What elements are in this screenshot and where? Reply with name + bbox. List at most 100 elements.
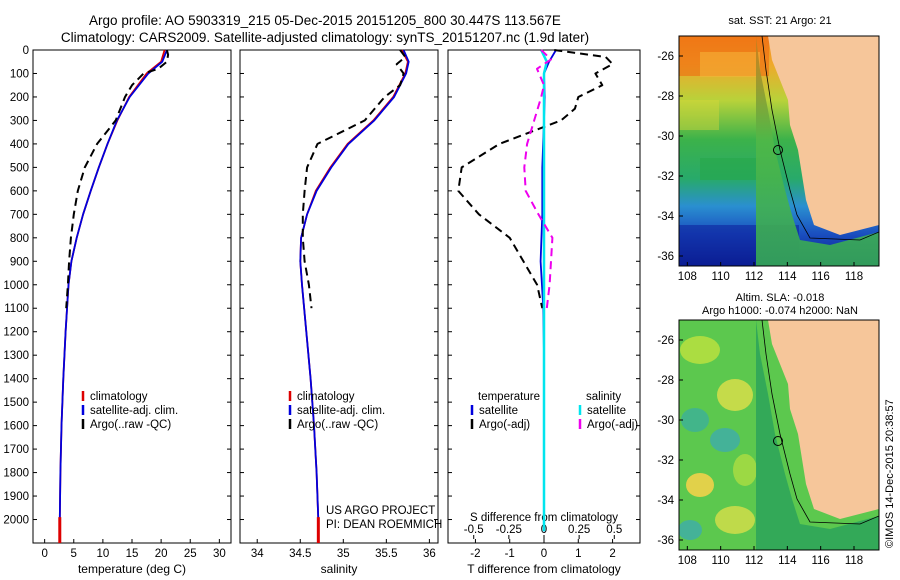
map-y-tick-label: -28	[657, 375, 674, 387]
y-tick-label: 100	[10, 68, 29, 80]
map-y-tick-label: -36	[657, 251, 674, 263]
credit-line2: PI: DEAN ROEMMICH	[326, 519, 442, 531]
map-y-tick-label: -26	[657, 335, 674, 347]
map-x-tick-label: 110	[711, 271, 729, 283]
x-tick-label: 10	[96, 548, 109, 560]
sla-map-ticks: 108 110 112 114 116 118 -26 -28 -30 -32 -34 -36	[657, 335, 863, 567]
y-tick-label: 700	[10, 209, 29, 221]
x-tick-label: 34	[251, 548, 264, 560]
x-tick-label: 30	[213, 548, 226, 560]
profile-panel-2: 34 34.5 35 35.5 36 salinity climatology satelli…	[239, 49, 442, 576]
map-x-tick-label: 116	[811, 555, 829, 567]
x-tick-label: 0	[541, 548, 547, 560]
sla-shelf	[756, 320, 879, 550]
sla-map-title-line1: Altim. SLA: -0.018	[735, 292, 825, 304]
sst-map-ticks: 108 110 112 114 116 118 -26 -28 -30 -32 -34 -36	[657, 51, 863, 283]
series-line-satellite-adj-clim	[58, 49, 168, 532]
imos-timestamp: ©IMOS 14-Dec-2015 20:38:57	[884, 399, 896, 548]
plot-frame	[239, 49, 439, 544]
map-x-tick-label: 112	[745, 555, 763, 567]
legend-label: satellite	[587, 405, 626, 417]
map-x-tick-label: 110	[711, 555, 729, 567]
y-tick-label: 1400	[3, 374, 29, 386]
sla-map: 108 110 112 114 116 118 -26 -28 -30 -32 -34 -36	[657, 319, 880, 567]
y-tick-label: 800	[10, 233, 29, 245]
profile-panel-3: -2 -1 0 1 2 T difference from climatology -0.5…	[447, 49, 641, 576]
s-tick-label: 0.25	[568, 524, 590, 536]
x-tick-label: 25	[184, 548, 197, 560]
map-x-tick-label: 118	[845, 271, 863, 283]
map-y-tick-label: -36	[657, 535, 674, 547]
map-x-tick-label: 112	[745, 271, 763, 283]
sla-map-title-line2: Argo h1000: -0.074 h2000: NaN	[702, 305, 858, 317]
map-y-tick-label: -32	[657, 171, 674, 183]
sla-land	[768, 320, 879, 519]
legend-group-title: salinity	[586, 391, 621, 403]
map-x-tick-label: 108	[678, 555, 697, 567]
y-tick-label: 1100	[4, 303, 29, 315]
y-tick-label: 200	[10, 92, 29, 104]
y-tick-label: 1700	[3, 444, 29, 456]
credit-line1: US ARGO PROJECT	[326, 505, 435, 517]
legend-label: Argo(-adj)	[587, 419, 638, 431]
map-x-tick-label: 114	[778, 271, 797, 283]
map-y-tick-label: -34	[657, 495, 674, 507]
map-x-tick-label: 116	[811, 271, 829, 283]
s-tick-label: -0.25	[496, 524, 522, 536]
x-axis-label: temperature (deg C)	[78, 562, 186, 576]
sst-map-title: sat. SST: 21 Argo: 21	[728, 15, 832, 27]
plot-frame	[32, 49, 232, 544]
map-y-tick-label: -30	[657, 131, 674, 143]
map-x-tick-label: 114	[778, 555, 797, 567]
y-tick-label: 1600	[3, 421, 29, 433]
y-tick-label: 0	[23, 45, 29, 57]
legend-group-title: temperature	[478, 391, 540, 403]
x-tick-label: 1	[575, 548, 581, 560]
map-y-tick-label: -34	[657, 211, 674, 223]
profile-panels: 0100200300400500600700800900100011001200…	[3, 45, 641, 576]
x-tick-label: 15	[126, 548, 139, 560]
legend-label: satellite-adj. clim.	[90, 405, 178, 417]
legend-label: satellite	[479, 405, 518, 417]
y-tick-label: 900	[10, 256, 29, 268]
map-x-tick-label: 108	[678, 271, 697, 283]
legend-label: climatology	[90, 391, 148, 403]
series-line-argo-raw-qc	[65, 49, 170, 309]
y-tick-label: 600	[10, 186, 29, 198]
y-tick-label: 400	[10, 139, 29, 151]
map-y-tick-label: -30	[657, 415, 674, 427]
legend-label: Argo(-adj)	[479, 419, 530, 431]
x-axis-label: T difference from climatology	[467, 562, 621, 576]
y-tick-label: 1500	[3, 397, 29, 409]
x-tick-label: 2	[609, 548, 615, 560]
legend-label: Argo(..raw -QC)	[90, 419, 171, 431]
x-tick-label: 35	[337, 548, 350, 560]
sst-shelf	[756, 36, 879, 266]
s-tick-label: 0.5	[606, 524, 622, 536]
argo-float-marker-sst	[773, 145, 783, 155]
y-tick-label: 500	[10, 162, 29, 174]
y-tick-label: 300	[10, 115, 29, 127]
y-tick-label: 1300	[3, 350, 29, 362]
legend-label: satellite-adj. clim.	[297, 405, 385, 417]
legend-label: Argo(..raw -QC)	[297, 419, 378, 431]
y-tick-label: 1000	[3, 280, 29, 292]
map-y-tick-label: -28	[657, 91, 674, 103]
x-axis-label: salinity	[321, 562, 358, 576]
profile-panel-1: 0 100 200 300 400 500 600 700 800 900 1000 1100 1200…	[3, 45, 232, 576]
figure-title-line2: Climatology: CARS2009. Satellite-adjuste…	[60, 30, 590, 45]
x-tick-label: -1	[505, 548, 515, 560]
x-tick-label: -2	[470, 548, 480, 560]
series-line-argo-raw-qc	[301, 49, 407, 309]
sst-land	[768, 36, 879, 235]
argo-float-marker-sla	[773, 436, 783, 446]
map-y-tick-label: -26	[657, 51, 674, 63]
y-tick-label: 1200	[3, 327, 29, 339]
x-tick-label: 36	[423, 548, 436, 560]
s-tick-label: -0.5	[464, 524, 484, 536]
map-x-tick-label: 118	[845, 555, 863, 567]
legend-label: climatology	[297, 391, 355, 403]
y-tick-label: 1800	[3, 468, 29, 480]
x-tick-label: 34.5	[289, 548, 311, 560]
